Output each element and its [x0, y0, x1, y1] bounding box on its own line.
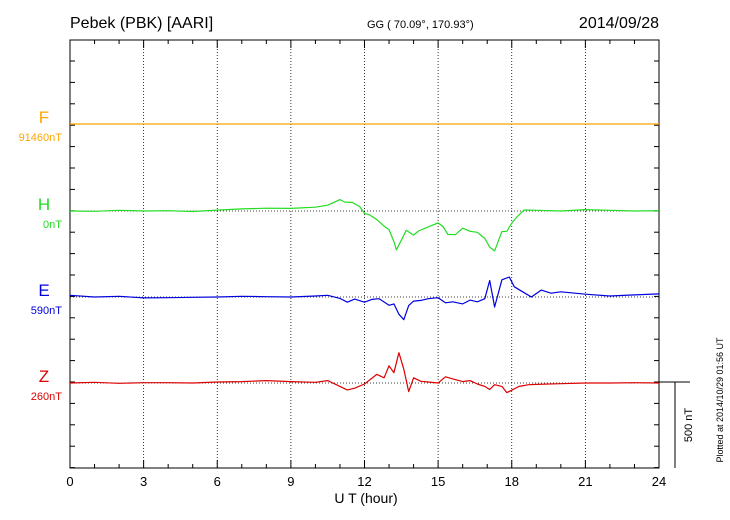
scale-label: 500 nT — [683, 408, 695, 443]
x-tick-label: 18 — [505, 474, 519, 489]
series-name-z: Z — [39, 367, 49, 386]
date: 2014/09/28 — [579, 15, 659, 32]
x-tick-label: 24 — [652, 474, 666, 489]
x-tick-label: 15 — [431, 474, 445, 489]
trace-e — [69, 276, 660, 321]
baseline-value-e: 590nT — [31, 305, 62, 317]
plotted-at-note: Plotted at 2014/10/29 01:56 UT — [715, 337, 725, 463]
series-name-f: F — [39, 108, 49, 127]
x-tick-label: 12 — [357, 474, 371, 489]
trace-h — [69, 199, 660, 252]
axis-ticks — [69, 40, 660, 469]
series-name-e: E — [38, 281, 49, 300]
vertical-gridlines — [143, 40, 586, 468]
coordinates: GG ( 70.09°, 170.93°) — [367, 19, 474, 31]
station-title: Pebek (PBK) [AARI] — [70, 15, 213, 32]
traces — [69, 123, 660, 394]
x-axis-label: U T (hour) — [334, 490, 397, 506]
series-name-h: H — [38, 195, 50, 214]
trace-z — [69, 352, 660, 394]
x-tick-label: 0 — [66, 474, 73, 489]
baseline-value-z: 260nT — [31, 391, 62, 403]
x-tick-label: 9 — [287, 474, 294, 489]
baseline-value-f: 91460nT — [19, 132, 63, 144]
x-tick-label: 6 — [214, 474, 221, 489]
series-labels: F 91460nT H 0nT E 590nT Z 260nT — [19, 108, 63, 403]
x-tick-label: 21 — [578, 474, 592, 489]
baseline-value-h: 0nT — [43, 219, 62, 231]
x-tick-label: 3 — [140, 474, 147, 489]
x-tick-labels: 0 3 6 9 12 15 18 21 24 — [66, 474, 666, 489]
